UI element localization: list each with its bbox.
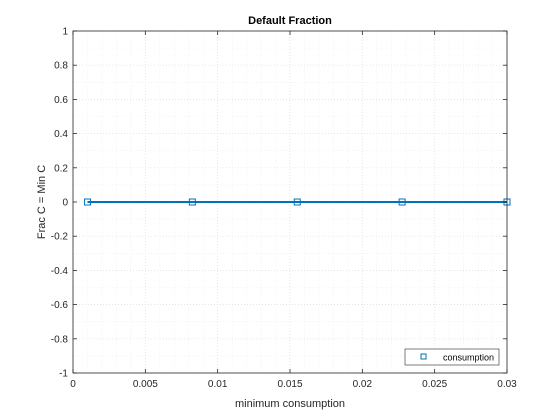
legend-box — [404, 348, 500, 366]
data-point-marker — [188, 198, 196, 206]
y-axis-label: Frac C = Min C — [36, 165, 48, 239]
y-tick-label: 0.8 — [54, 61, 68, 72]
data-point-marker — [293, 198, 301, 206]
legend-marker-square — [420, 353, 427, 360]
x-tick-label: 0.025 — [422, 379, 447, 390]
x-tick-label: 0.005 — [133, 379, 158, 390]
x-tick-label: 0 — [70, 379, 76, 390]
y-tick-label: -0.8 — [51, 334, 69, 345]
y-tick-label: -1 — [59, 369, 68, 380]
y-tick-label: 0.4 — [54, 129, 68, 140]
y-tick-label: 1 — [62, 27, 68, 38]
data-point-marker — [83, 198, 91, 206]
y-tick-label: 0.2 — [54, 163, 68, 174]
x-tick-label: 0.03 — [497, 379, 517, 390]
x-tick-label: 0.015 — [277, 379, 302, 390]
legend-entry-consumption: consumption — [443, 353, 494, 363]
x-tick-label: 0.01 — [208, 379, 228, 390]
x-tick-label: 0.02 — [353, 379, 373, 390]
data-point-marker — [398, 198, 406, 206]
chart-title: Default Fraction — [248, 15, 332, 27]
y-tick-label: -0.6 — [51, 300, 69, 311]
y-tick-label: 0.6 — [54, 95, 68, 106]
y-tick-label: -0.4 — [51, 266, 69, 277]
x-axis-label: minimum consumption — [235, 398, 345, 410]
y-tick-label: 0 — [62, 198, 68, 209]
ticks: 0 0.005 0.01 0.015 0.02 0.025 0.03 -1 -0.8 -0.6 -0… — [51, 27, 517, 391]
y-tick-label: -0.2 — [51, 232, 69, 243]
legend: consumption — [404, 348, 500, 366]
